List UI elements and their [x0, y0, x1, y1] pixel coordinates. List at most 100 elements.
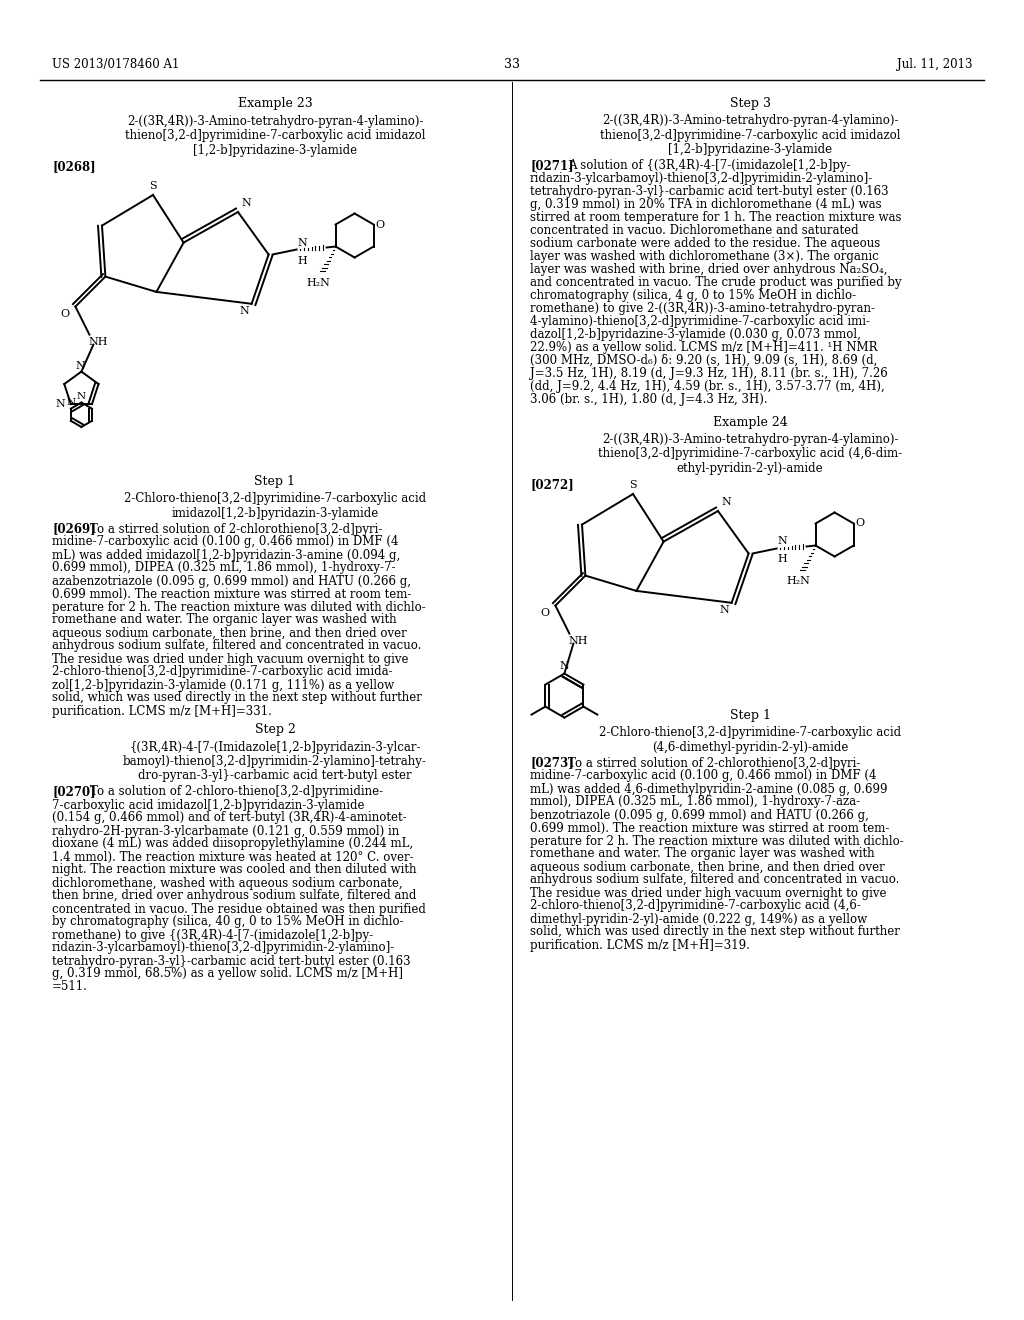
Text: anhydrous sodium sulfate, filtered and concentrated in vacuo.: anhydrous sodium sulfate, filtered and c…	[52, 639, 421, 652]
Text: thieno[3,2-d]pyrimidine-7-carboxylic acid imidazol: thieno[3,2-d]pyrimidine-7-carboxylic aci…	[125, 129, 425, 143]
Text: N: N	[76, 360, 85, 371]
Text: [1,2-b]pyridazine-3-ylamide: [1,2-b]pyridazine-3-ylamide	[193, 144, 357, 157]
Text: N: N	[55, 399, 65, 409]
Text: midine-7-carboxylic acid (0.100 g, 0.466 mmol) in DMF (4: midine-7-carboxylic acid (0.100 g, 0.466…	[530, 770, 877, 783]
Text: dazol[1,2-b]pyridazine-3-ylamide (0.030 g, 0.073 mmol,: dazol[1,2-b]pyridazine-3-ylamide (0.030 …	[530, 327, 861, 341]
Text: H₂N: H₂N	[306, 277, 331, 288]
Text: The residue was dried under high vacuum overnight to give: The residue was dried under high vacuum …	[52, 652, 409, 665]
Text: imidazol[1,2-b]pyridazin-3-ylamide: imidazol[1,2-b]pyridazin-3-ylamide	[171, 507, 379, 520]
Text: then brine, dried over anhydrous sodium sulfate, filtered and: then brine, dried over anhydrous sodium …	[52, 890, 417, 903]
Text: 22.9%) as a yellow solid. LCMS m/z [M+H]=411. ¹H NMR: 22.9%) as a yellow solid. LCMS m/z [M+H]…	[530, 341, 878, 354]
Text: romethane and water. The organic layer was washed with: romethane and water. The organic layer w…	[530, 847, 874, 861]
Text: O: O	[541, 607, 550, 618]
Text: N: N	[67, 397, 76, 407]
Text: sodium carbonate were added to the residue. The aqueous: sodium carbonate were added to the resid…	[530, 238, 881, 249]
Text: tetrahydro-pyran-3-yl}-carbamic acid tert-butyl ester (0.163: tetrahydro-pyran-3-yl}-carbamic acid ter…	[530, 185, 889, 198]
Text: perature for 2 h. The reaction mixture was diluted with dichlo-: perature for 2 h. The reaction mixture w…	[52, 601, 426, 614]
Text: ridazin-3-ylcarbamoyl)-thieno[3,2-d]pyrimidin-2-ylamino]-: ridazin-3-ylcarbamoyl)-thieno[3,2-d]pyri…	[530, 172, 873, 185]
Text: concentrated in vacuo. The residue obtained was then purified: concentrated in vacuo. The residue obtai…	[52, 903, 426, 916]
Text: Step 2: Step 2	[255, 723, 296, 737]
Text: bamoyl)-thieno[3,2-d]pyrimidin-2-ylamino]-tetrahy-: bamoyl)-thieno[3,2-d]pyrimidin-2-ylamino…	[123, 755, 427, 768]
Text: 2-((3R,4R))-3-Amino-tetrahydro-pyran-4-ylamino)-: 2-((3R,4R))-3-Amino-tetrahydro-pyran-4-y…	[127, 115, 423, 128]
Text: N: N	[721, 498, 731, 507]
Text: mmol), DIPEA (0.325 mL, 1.86 mmol), 1-hydroxy-7-aza-: mmol), DIPEA (0.325 mL, 1.86 mmol), 1-hy…	[530, 796, 860, 808]
Text: (300 MHz, DMSO-d₆) δ: 9.20 (s, 1H), 9.09 (s, 1H), 8.69 (d,: (300 MHz, DMSO-d₆) δ: 9.20 (s, 1H), 9.09…	[530, 354, 878, 367]
Text: [1,2-b]pyridazine-3-ylamide: [1,2-b]pyridazine-3-ylamide	[668, 143, 833, 156]
Text: 3.06 (br. s., 1H), 1.80 (d, J=4.3 Hz, 3H).: 3.06 (br. s., 1H), 1.80 (d, J=4.3 Hz, 3H…	[530, 393, 768, 407]
Text: concentrated in vacuo. Dichloromethane and saturated: concentrated in vacuo. Dichloromethane a…	[530, 224, 859, 238]
Text: g, 0.319 mmol) in 20% TFA in dichloromethane (4 mL) was: g, 0.319 mmol) in 20% TFA in dichloromet…	[530, 198, 882, 211]
Text: The residue was dried under high vacuum overnight to give: The residue was dried under high vacuum …	[530, 887, 887, 899]
Text: H: H	[777, 554, 787, 565]
Text: romethane) to give {(3R,4R)-4-[7-(imidazole[1,2-b]py-: romethane) to give {(3R,4R)-4-[7-(imidaz…	[52, 928, 373, 941]
Text: 7-carboxylic acid imidazol[1,2-b]pyridazin-3-ylamide: 7-carboxylic acid imidazol[1,2-b]pyridaz…	[52, 799, 365, 812]
Text: benzotriazole (0.095 g, 0.699 mmol) and HATU (0.266 g,: benzotriazole (0.095 g, 0.699 mmol) and …	[530, 808, 869, 821]
Text: N: N	[720, 605, 729, 615]
Text: 2-chloro-thieno[3,2-d]pyrimidine-7-carboxylic acid imida-: 2-chloro-thieno[3,2-d]pyrimidine-7-carbo…	[52, 665, 392, 678]
Text: (dd, J=9.2, 4.4 Hz, 1H), 4.59 (br. s., 1H), 3.57-3.77 (m, 4H),: (dd, J=9.2, 4.4 Hz, 1H), 4.59 (br. s., 1…	[530, 380, 885, 393]
Text: dichloromethane, washed with aqueous sodium carbonate,: dichloromethane, washed with aqueous sod…	[52, 876, 402, 890]
Text: g, 0.319 mmol, 68.5%) as a yellow solid. LCMS m/z [M+H]: g, 0.319 mmol, 68.5%) as a yellow solid.…	[52, 968, 403, 981]
Text: purification. LCMS m/z [M+H]=331.: purification. LCMS m/z [M+H]=331.	[52, 705, 272, 718]
Text: and concentrated in vacuo. The crude product was purified by: and concentrated in vacuo. The crude pro…	[530, 276, 901, 289]
Text: S: S	[150, 181, 157, 191]
Text: S: S	[629, 480, 637, 490]
Text: O: O	[856, 519, 865, 528]
Text: rahydro-2H-pyran-3-ylcarbamate (0.121 g, 0.559 mmol) in: rahydro-2H-pyran-3-ylcarbamate (0.121 g,…	[52, 825, 399, 837]
Text: thieno[3,2-d]pyrimidine-7-carboxylic acid (4,6-dim-: thieno[3,2-d]pyrimidine-7-carboxylic aci…	[598, 447, 902, 461]
Text: mL) was added 4,6-dimethylpyridin-2-amine (0.085 g, 0.699: mL) was added 4,6-dimethylpyridin-2-amin…	[530, 783, 888, 796]
Text: ethyl-pyridin-2-yl)-amide: ethyl-pyridin-2-yl)-amide	[677, 462, 823, 475]
Text: aqueous sodium carbonate, then brine, and then dried over: aqueous sodium carbonate, then brine, an…	[530, 861, 885, 874]
Text: solid, which was used directly in the next step without further: solid, which was used directly in the ne…	[52, 692, 422, 705]
Text: NH: NH	[88, 337, 108, 347]
Text: 0.699 mmol). The reaction mixture was stirred at room tem-: 0.699 mmol). The reaction mixture was st…	[530, 821, 890, 834]
Text: 4-ylamino)-thieno[3,2-d]pyrimidine-7-carboxylic acid imi-: 4-ylamino)-thieno[3,2-d]pyrimidine-7-car…	[530, 315, 870, 327]
Text: layer was washed with dichloromethane (3×). The organic: layer was washed with dichloromethane (3…	[530, 249, 879, 263]
Text: ridazin-3-ylcarbamoyl)-thieno[3,2-d]pyrimidin-2-ylamino]-: ridazin-3-ylcarbamoyl)-thieno[3,2-d]pyri…	[52, 941, 395, 954]
Text: =511.: =511.	[52, 981, 88, 994]
Text: 2-Chloro-thieno[3,2-d]pyrimidine-7-carboxylic acid: 2-Chloro-thieno[3,2-d]pyrimidine-7-carbo…	[599, 726, 901, 739]
Text: Step 1: Step 1	[255, 475, 296, 488]
Text: dimethyl-pyridin-2-yl)-amide (0.222 g, 149%) as a yellow: dimethyl-pyridin-2-yl)-amide (0.222 g, 1…	[530, 912, 867, 925]
Text: To a stirred solution of 2-chlorothieno[3,2-d]pyri-: To a stirred solution of 2-chlorothieno[…	[568, 756, 860, 770]
Text: romethane) to give 2-((3R,4R))-3-amino-tetrahydro-pyran-: romethane) to give 2-((3R,4R))-3-amino-t…	[530, 302, 874, 315]
Text: (4,6-dimethyl-pyridin-2-yl)-amide: (4,6-dimethyl-pyridin-2-yl)-amide	[652, 741, 848, 754]
Text: N: N	[298, 238, 307, 248]
Text: N: N	[240, 306, 250, 315]
Text: O: O	[60, 309, 70, 318]
Text: [0270]: [0270]	[52, 785, 95, 799]
Text: US 2013/0178460 A1: US 2013/0178460 A1	[52, 58, 179, 71]
Text: 2-((3R,4R))-3-Amino-tetrahydro-pyran-4-ylamino)-: 2-((3R,4R))-3-Amino-tetrahydro-pyran-4-y…	[602, 433, 898, 446]
Text: [0273]: [0273]	[530, 756, 573, 770]
Text: H: H	[298, 256, 307, 265]
Text: Example 24: Example 24	[713, 416, 787, 429]
Text: [0272]: [0272]	[530, 478, 573, 491]
Text: azabenzotriazole (0.095 g, 0.699 mmol) and HATU (0.266 g,: azabenzotriazole (0.095 g, 0.699 mmol) a…	[52, 574, 411, 587]
Text: To a solution of 2-chloro-thieno[3,2-d]pyrimidine-: To a solution of 2-chloro-thieno[3,2-d]p…	[90, 785, 383, 799]
Text: 33: 33	[504, 58, 520, 71]
Text: Example 23: Example 23	[238, 96, 312, 110]
Text: 0.699 mmol). The reaction mixture was stirred at room tem-: 0.699 mmol). The reaction mixture was st…	[52, 587, 412, 601]
Text: {(3R,4R)-4-[7-(Imidazole[1,2-b]pyridazin-3-ylcar-: {(3R,4R)-4-[7-(Imidazole[1,2-b]pyridazin…	[129, 741, 421, 754]
Text: by chromatography (silica, 40 g, 0 to 15% MeOH in dichlo-: by chromatography (silica, 40 g, 0 to 15…	[52, 916, 403, 928]
Text: Step 3: Step 3	[729, 96, 770, 110]
Text: Jul. 11, 2013: Jul. 11, 2013	[896, 58, 972, 71]
Text: O: O	[376, 219, 385, 230]
Text: chromatography (silica, 4 g, 0 to 15% MeOH in dichlo-: chromatography (silica, 4 g, 0 to 15% Me…	[530, 289, 856, 302]
Text: mL) was added imidazol[1,2-b]pyridazin-3-amine (0.094 g,: mL) was added imidazol[1,2-b]pyridazin-3…	[52, 549, 400, 561]
Text: solid, which was used directly in the next step without further: solid, which was used directly in the ne…	[530, 925, 900, 939]
Text: N: N	[77, 392, 86, 400]
Text: anhydrous sodium sulfate, filtered and concentrated in vacuo.: anhydrous sodium sulfate, filtered and c…	[530, 874, 899, 887]
Text: N: N	[777, 536, 787, 546]
Text: stirred at room temperature for 1 h. The reaction mixture was: stirred at room temperature for 1 h. The…	[530, 211, 901, 224]
Text: To a stirred solution of 2-chlorothieno[3,2-d]pyri-: To a stirred solution of 2-chlorothieno[…	[90, 523, 382, 536]
Text: [0269]: [0269]	[52, 523, 95, 536]
Text: night. The reaction mixture was cooled and then diluted with: night. The reaction mixture was cooled a…	[52, 863, 417, 876]
Text: H₂N: H₂N	[786, 577, 810, 586]
Text: purification. LCMS m/z [M+H]=319.: purification. LCMS m/z [M+H]=319.	[530, 939, 750, 952]
Text: midine-7-carboxylic acid (0.100 g, 0.466 mmol) in DMF (4: midine-7-carboxylic acid (0.100 g, 0.466…	[52, 536, 398, 549]
Text: 0.699 mmol), DIPEA (0.325 mL, 1.86 mmol), 1-hydroxy-7-: 0.699 mmol), DIPEA (0.325 mL, 1.86 mmol)…	[52, 561, 395, 574]
Text: aqueous sodium carbonate, then brine, and then dried over: aqueous sodium carbonate, then brine, an…	[52, 627, 407, 639]
Text: N: N	[559, 660, 569, 671]
Text: [0268]: [0268]	[52, 160, 95, 173]
